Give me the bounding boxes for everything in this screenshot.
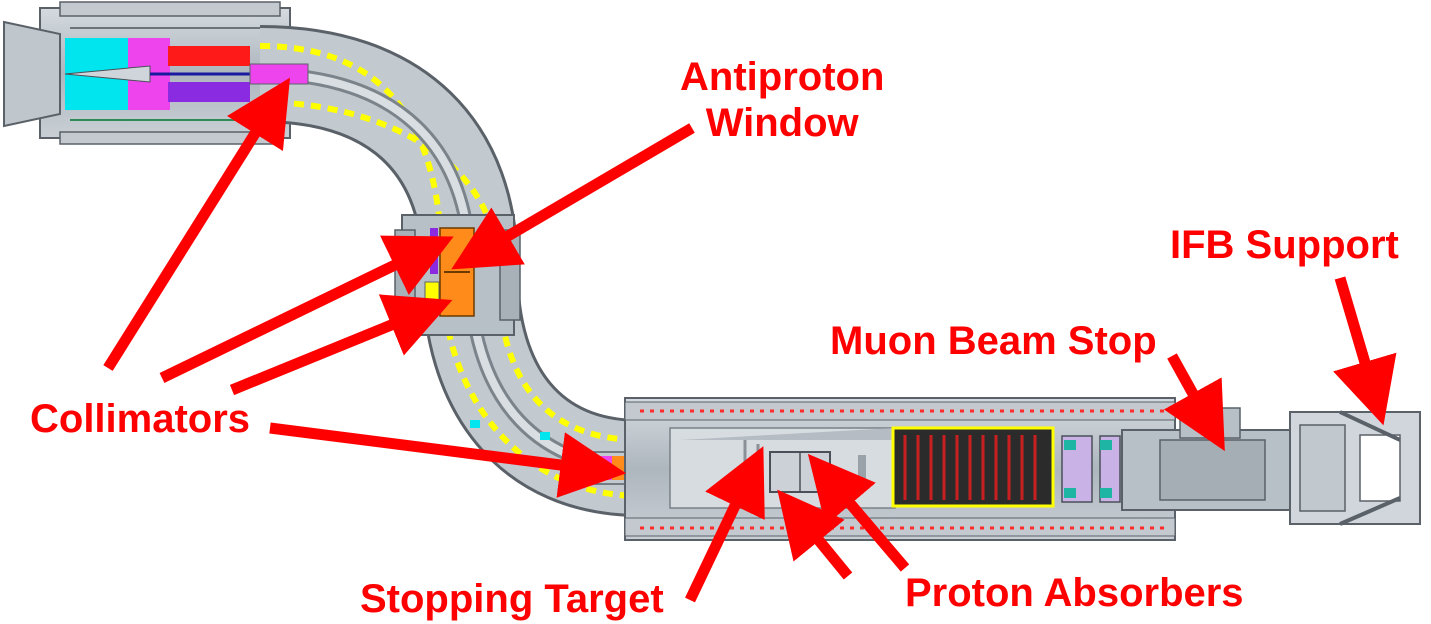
label-antiproton-window-line2: Window xyxy=(705,101,859,145)
arrow-muon-beam-stop xyxy=(1163,353,1225,452)
label-antiproton-window-line1: Antiproton xyxy=(680,55,885,99)
label-muon-beam-stop: Muon Beam Stop xyxy=(830,319,1157,363)
label-collimators: Collimators xyxy=(30,397,251,441)
arrow-collimator-4 xyxy=(269,422,627,498)
label-ifb-support: IFB Support xyxy=(1170,223,1399,267)
label-proton-absorbers: Proton Absorbers xyxy=(905,571,1244,615)
arrow-antiproton-window xyxy=(451,123,695,270)
arrow-proton-absorber-2 xyxy=(777,489,853,580)
label-stopping-target: Stopping Target xyxy=(360,577,664,621)
detector-solenoid xyxy=(624,397,1421,541)
production-solenoid xyxy=(3,1,291,145)
arrow-collimator-1 xyxy=(103,77,291,371)
annotation-arrows xyxy=(103,77,1397,603)
arrow-stopping-target xyxy=(685,446,765,603)
arrow-ifb-support xyxy=(1333,276,1397,426)
label-antiproton-window: Antiproton Window xyxy=(680,54,884,146)
arrow-collimator-2 xyxy=(159,235,454,383)
arrow-collimator-3 xyxy=(229,294,453,396)
